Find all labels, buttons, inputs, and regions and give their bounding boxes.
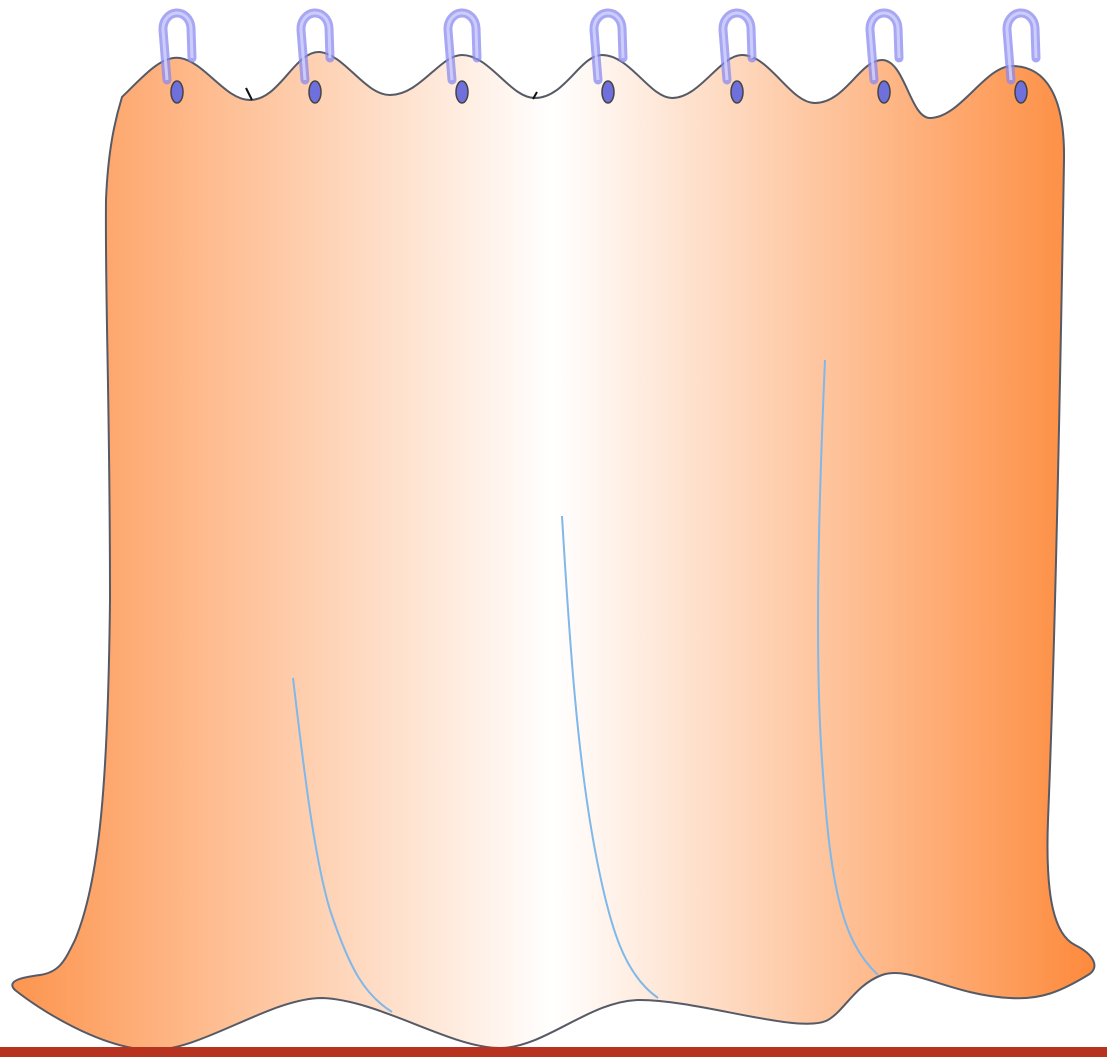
hook [296, 8, 335, 104]
stray-marks [245, 87, 538, 101]
hook [443, 8, 482, 104]
fold-line [561, 515, 659, 999]
hook [718, 8, 757, 104]
hook [589, 8, 628, 104]
stray-mark [532, 91, 538, 100]
stray-mark [245, 87, 253, 101]
fold-line [292, 677, 393, 1013]
hook [865, 8, 904, 104]
curtain [11, 50, 1096, 1052]
bottom-bar [0, 1047, 1107, 1057]
hook [158, 8, 197, 104]
hooks [158, 8, 1041, 104]
fold-lines [292, 359, 879, 1013]
fold-line [817, 359, 879, 976]
hook [1002, 8, 1041, 104]
